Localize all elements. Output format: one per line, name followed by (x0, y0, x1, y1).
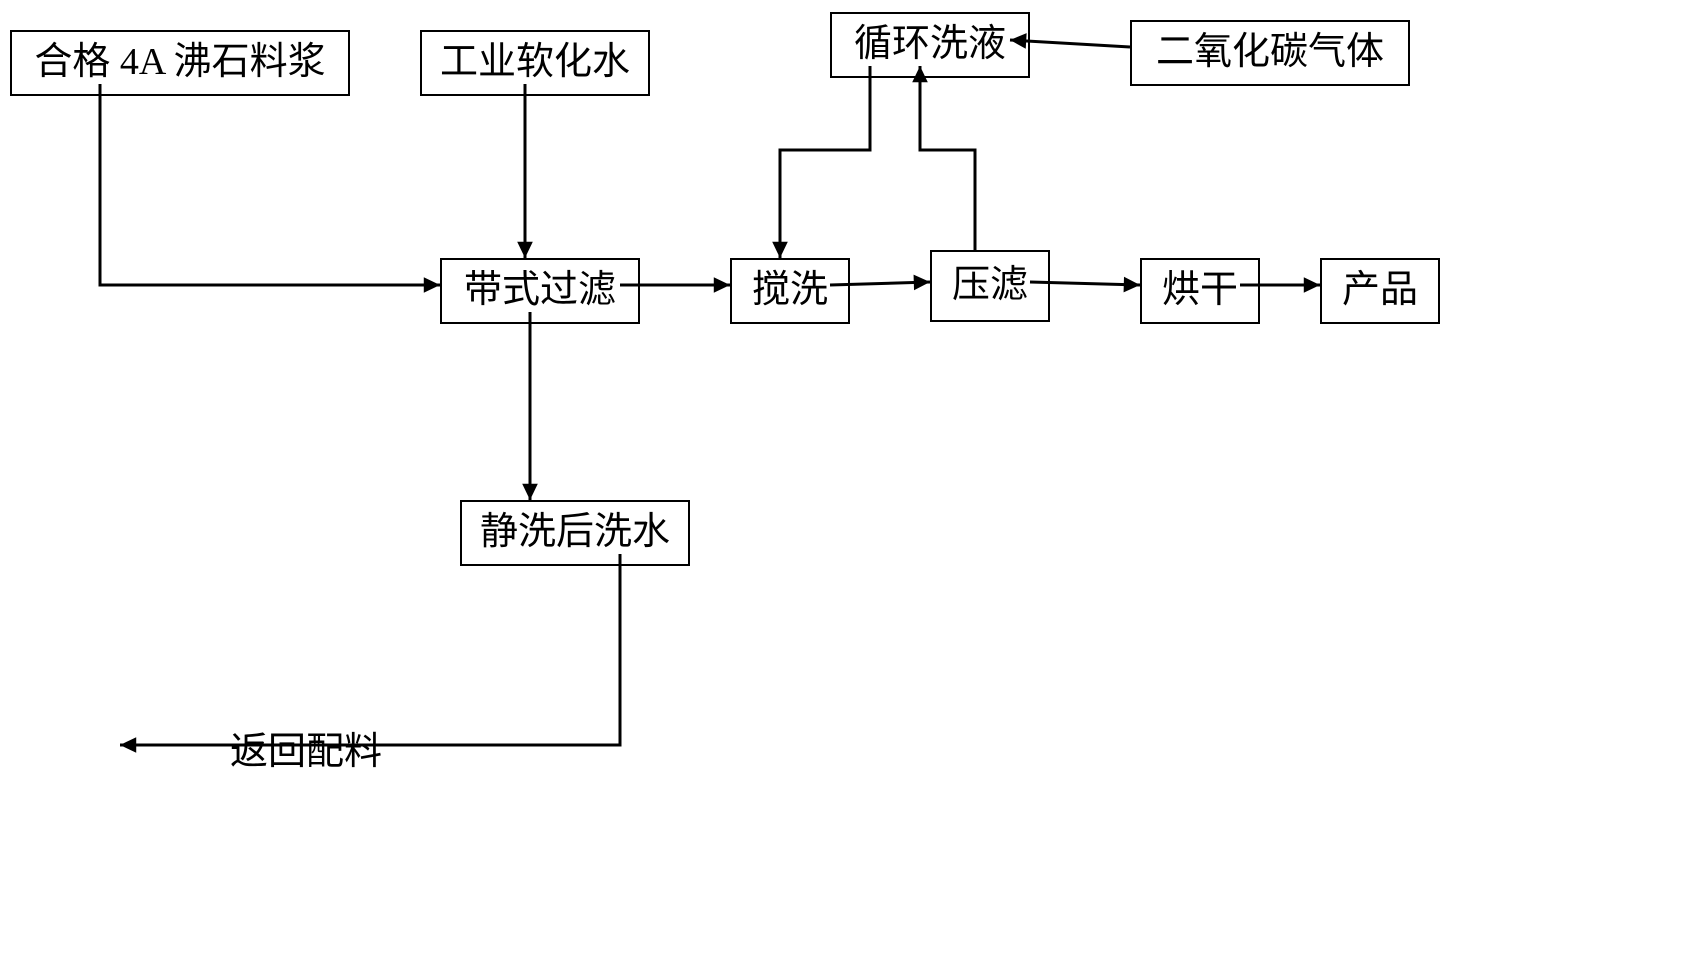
flowchart-stage: 合格 4A 沸石料浆 工业软化水 循环洗液 二氧化碳气体 带式过滤 搅洗 压滤 … (0, 0, 1701, 960)
node-label: 静洗后洗水 (480, 512, 670, 554)
node-post-wash-water: 静洗后洗水 (460, 500, 690, 566)
node-label: 合格 4A 沸石料浆 (34, 42, 325, 84)
node-label: 工业软化水 (440, 42, 630, 84)
node-belt-filter: 带式过滤 (440, 258, 640, 324)
node-label: 产品 (1342, 270, 1418, 312)
node-slurry: 合格 4A 沸石料浆 (10, 30, 350, 96)
node-label: 烘干 (1162, 270, 1238, 312)
node-product: 产品 (1320, 258, 1440, 324)
node-dry: 烘干 (1140, 258, 1260, 324)
node-soft-water: 工业软化水 (420, 30, 650, 96)
node-label: 带式过滤 (464, 270, 616, 312)
label-text: 返回配料 (230, 731, 382, 773)
node-label: 循环洗液 (854, 24, 1006, 66)
arrows-layer (0, 0, 1701, 960)
node-press-filter: 压滤 (930, 250, 1050, 322)
node-label: 搅洗 (752, 270, 828, 312)
node-label: 二氧化碳气体 (1156, 32, 1384, 74)
node-stir-wash: 搅洗 (730, 258, 850, 324)
node-label: 压滤 (952, 265, 1028, 307)
node-co2-gas: 二氧化碳气体 (1130, 20, 1410, 86)
node-recycle-wash: 循环洗液 (830, 12, 1030, 78)
label-return-batch: 返回配料 (230, 720, 382, 775)
